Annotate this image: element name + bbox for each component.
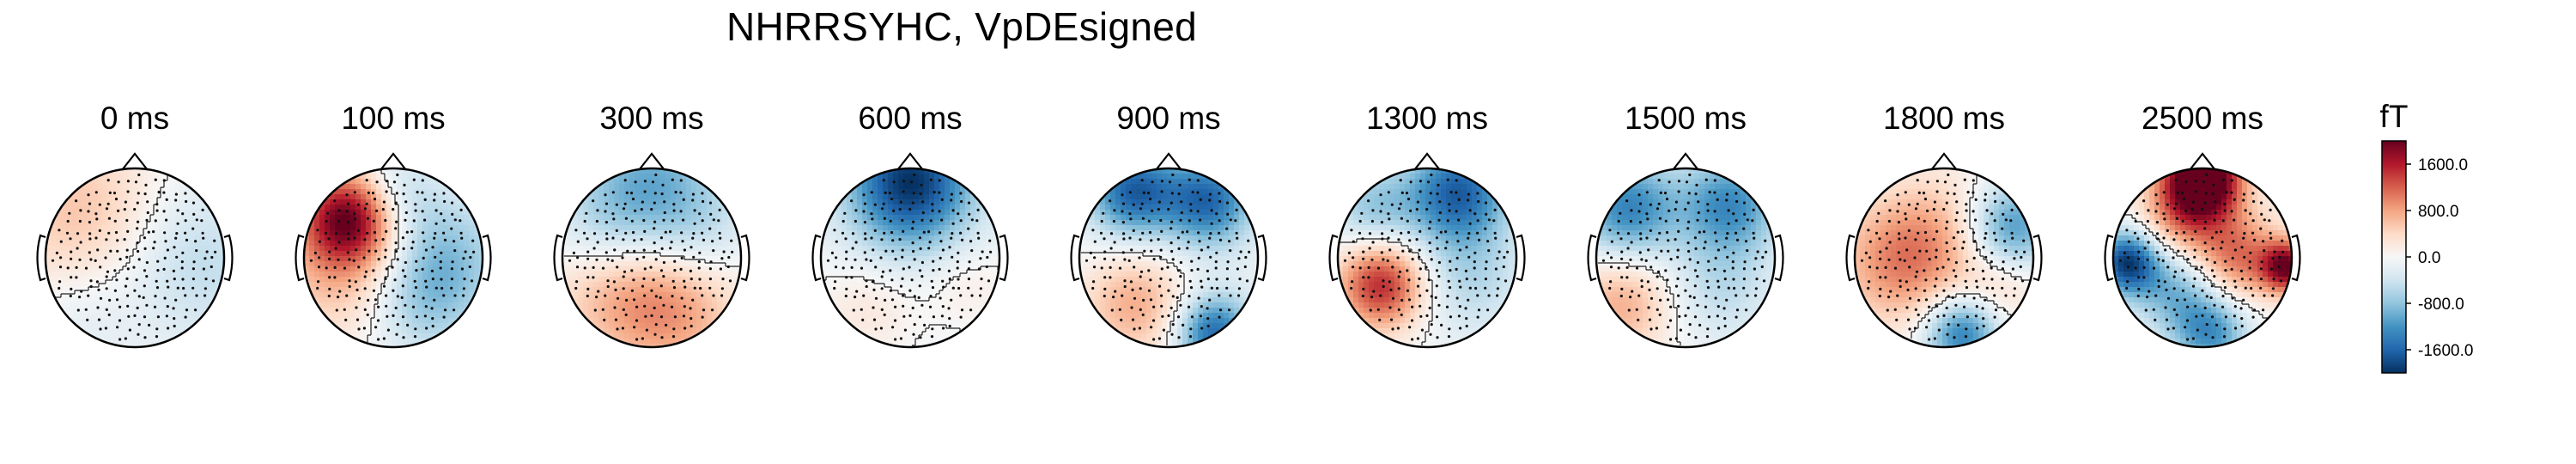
left-ear-outline (2104, 234, 2114, 282)
nose-outline (1930, 152, 1958, 171)
right-ear-outline (1774, 234, 1784, 282)
right-ear-outline (1516, 234, 1526, 282)
nose-outline (121, 152, 149, 171)
nose-outline (1155, 152, 1182, 171)
head-outline (1595, 167, 1777, 349)
nose-outline (380, 152, 407, 171)
panel-time-label: 300 ms (599, 101, 703, 136)
panel-time-label: 100 ms (341, 101, 445, 136)
head-outline (1853, 167, 2035, 349)
colorbar-tick-label: 800.0 (2418, 203, 2459, 221)
left-ear-outline (295, 234, 305, 282)
sensor-dots (309, 173, 476, 341)
sensor-dots (1343, 173, 1510, 341)
right-ear-outline (482, 234, 492, 282)
colorbar: fT 1600.0 800.0 0.0 -800.0 -1600.0 (2380, 99, 2473, 374)
left-ear-outline (36, 234, 46, 282)
sensor-dots (1084, 173, 1251, 341)
nose-outline (1413, 152, 1441, 171)
left-ear-outline (1587, 234, 1597, 282)
sensor-dots (568, 173, 734, 341)
topomap-panel: 300 ms (553, 101, 750, 349)
figure-title: NHRRSYHC, VpDEsigned (726, 4, 1197, 49)
field-map (2113, 168, 2292, 347)
head-outline (2111, 167, 2293, 349)
sensor-dots (1860, 173, 2026, 341)
contour-lines (1598, 262, 1681, 345)
topomap-panels: 0 ms 100 ms 300 ms 600 ms 900 ms 1300 ms 1500 … (36, 101, 2301, 349)
topomap-panel: 1300 ms (1328, 101, 1526, 349)
head-outline (1336, 167, 1518, 349)
left-ear-outline (1845, 234, 1856, 282)
panel-time-label: 1500 ms (1625, 101, 1747, 136)
panel-time-label: 1800 ms (1883, 101, 2005, 136)
left-ear-outline (553, 234, 563, 282)
right-ear-outline (999, 234, 1009, 282)
panel-time-label: 2500 ms (2142, 101, 2263, 136)
colorbar-gradient (2381, 140, 2407, 374)
panel-time-label: 600 ms (858, 101, 962, 136)
panel-time-label: 0 ms (100, 101, 169, 136)
contour-lines (1081, 252, 1185, 345)
colorbar-unit-label: fT (2380, 99, 2409, 134)
right-ear-outline (1257, 234, 1267, 282)
panel-time-label: 900 ms (1116, 101, 1220, 136)
colorbar-tick-label: -800.0 (2418, 296, 2464, 314)
topomap-panel: 1500 ms (1587, 101, 1784, 349)
left-ear-outline (1070, 234, 1080, 282)
sensor-dots (826, 173, 993, 341)
right-ear-outline (2291, 234, 2301, 282)
left-ear-outline (1328, 234, 1339, 282)
field-map (1338, 168, 1516, 347)
topomap-panel: 900 ms (1070, 101, 1267, 349)
nose-outline (2189, 152, 2216, 171)
topomap-panel: 600 ms (811, 101, 1009, 349)
nose-outline (896, 152, 924, 171)
colorbar-tick-label: 0.0 (2418, 249, 2440, 267)
contour-lines (367, 170, 399, 342)
left-ear-outline (811, 234, 822, 282)
head-outline (44, 167, 226, 349)
head-outline (1078, 167, 1260, 349)
topomap-panel: 100 ms (295, 101, 492, 349)
colorbar-tick-label: 1600.0 (2418, 156, 2468, 174)
head-outline (561, 167, 743, 349)
nose-outline (638, 152, 665, 171)
nose-outline (1672, 152, 1699, 171)
panel-time-label: 1300 ms (1366, 101, 1488, 136)
sensor-dots (2118, 173, 2285, 341)
contour-lines (564, 252, 739, 267)
field-map (821, 168, 999, 347)
right-ear-outline (2032, 234, 2043, 282)
head-outline (302, 167, 484, 349)
head-outline (819, 167, 1001, 349)
sensor-dots (51, 173, 217, 341)
colorbar-tick-label: -1600.0 (2418, 342, 2473, 360)
topomap-panel: 2500 ms (2104, 101, 2301, 349)
right-ear-outline (740, 234, 750, 282)
sensor-dots (1601, 173, 1768, 341)
topomap-panel: 1800 ms (1845, 101, 2043, 349)
topomap-panel: 0 ms (36, 101, 234, 349)
right-ear-outline (223, 234, 234, 282)
